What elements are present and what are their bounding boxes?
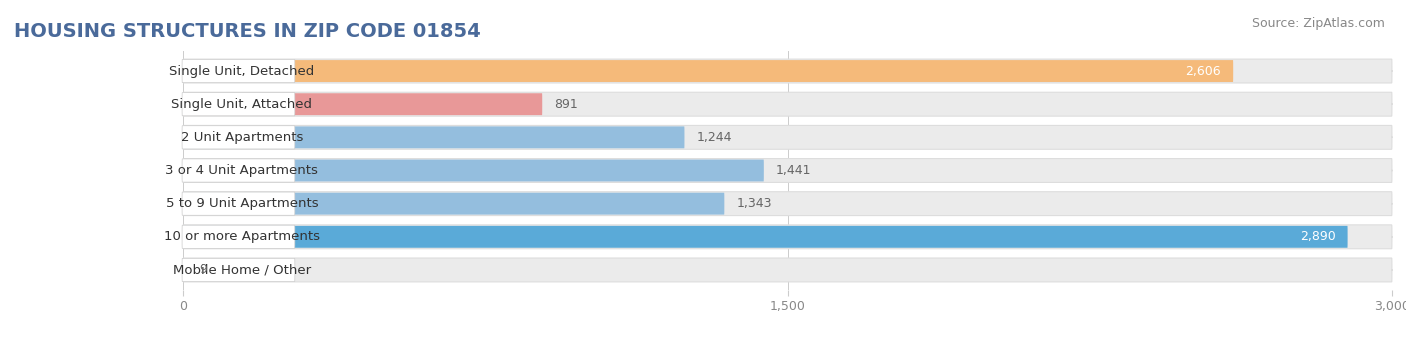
- Text: 5 to 9 Unit Apartments: 5 to 9 Unit Apartments: [166, 197, 318, 210]
- Text: 2 Unit Apartments: 2 Unit Apartments: [181, 131, 304, 144]
- FancyBboxPatch shape: [183, 259, 187, 281]
- FancyBboxPatch shape: [183, 59, 1392, 83]
- Text: 891: 891: [554, 98, 578, 111]
- Text: 9: 9: [200, 264, 207, 277]
- Text: 10 or more Apartments: 10 or more Apartments: [165, 230, 321, 243]
- FancyBboxPatch shape: [181, 258, 295, 282]
- Text: Source: ZipAtlas.com: Source: ZipAtlas.com: [1251, 17, 1385, 30]
- Text: 2,606: 2,606: [1185, 64, 1222, 77]
- Text: Single Unit, Attached: Single Unit, Attached: [172, 98, 312, 111]
- FancyBboxPatch shape: [183, 60, 1233, 82]
- FancyBboxPatch shape: [183, 125, 1392, 149]
- Text: 1,343: 1,343: [737, 197, 772, 210]
- Text: 3 or 4 Unit Apartments: 3 or 4 Unit Apartments: [166, 164, 318, 177]
- FancyBboxPatch shape: [183, 92, 1392, 116]
- FancyBboxPatch shape: [181, 192, 295, 215]
- FancyBboxPatch shape: [181, 159, 295, 182]
- FancyBboxPatch shape: [183, 127, 685, 148]
- FancyBboxPatch shape: [183, 192, 1392, 216]
- Text: 1,441: 1,441: [776, 164, 811, 177]
- Text: Mobile Home / Other: Mobile Home / Other: [173, 264, 311, 277]
- FancyBboxPatch shape: [183, 160, 763, 181]
- FancyBboxPatch shape: [183, 159, 1392, 182]
- FancyBboxPatch shape: [183, 193, 724, 214]
- FancyBboxPatch shape: [181, 225, 295, 248]
- Text: 2,890: 2,890: [1299, 230, 1336, 243]
- FancyBboxPatch shape: [183, 93, 543, 115]
- FancyBboxPatch shape: [181, 126, 295, 149]
- FancyBboxPatch shape: [183, 225, 1392, 249]
- Text: Single Unit, Detached: Single Unit, Detached: [169, 64, 315, 77]
- Text: HOUSING STRUCTURES IN ZIP CODE 01854: HOUSING STRUCTURES IN ZIP CODE 01854: [14, 22, 481, 41]
- FancyBboxPatch shape: [183, 226, 1347, 248]
- Text: 1,244: 1,244: [696, 131, 733, 144]
- FancyBboxPatch shape: [181, 93, 295, 116]
- FancyBboxPatch shape: [183, 258, 1392, 282]
- FancyBboxPatch shape: [181, 59, 295, 83]
